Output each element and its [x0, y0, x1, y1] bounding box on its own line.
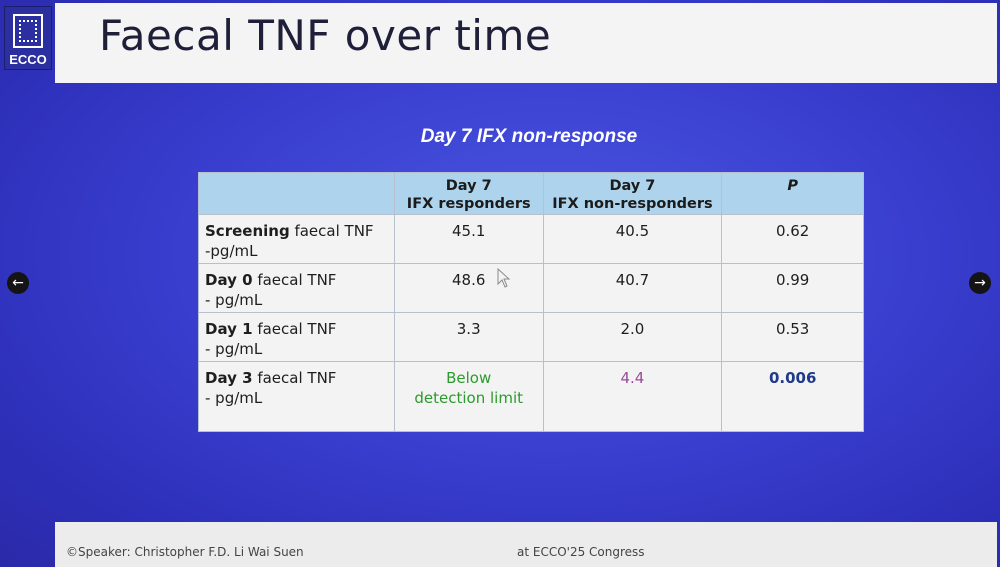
non-responders-value: 4.4 [542, 361, 723, 432]
table-subtitle: Day 7 IFX non-response [420, 126, 638, 147]
p-value: 0.53 [721, 312, 864, 362]
below-limit-line1: Below [446, 369, 492, 387]
mouse-cursor-icon [497, 268, 511, 288]
table-row: Day 0 faecal TNF - pg/mL 48.6 40.7 0.99 [198, 263, 864, 313]
row-label: Screening faecal TNF -pg/mL [198, 214, 395, 264]
row-label: Day 0 faecal TNF - pg/mL [198, 263, 395, 313]
header-p-value: P [721, 172, 864, 215]
table-row: Day 3 faecal TNF - pg/mL Below detection… [198, 361, 864, 432]
arrow-right-icon[interactable]: → [969, 272, 991, 294]
below-limit-line2: detection limit [414, 389, 523, 407]
header-empty [198, 172, 395, 215]
header-non-responders: Day 7 IFX non-responders [542, 172, 723, 215]
table-row: Day 1 faecal TNF - pg/mL 3.3 2.0 0.53 [198, 312, 864, 362]
non-responders-value: 40.7 [542, 263, 723, 313]
header-responders-line1: Day 7 [445, 178, 492, 194]
p-value-significant: 0.006 [721, 361, 864, 432]
table-header-row: Day 7 IFX responders Day 7 IFX non-respo… [198, 172, 864, 215]
responders-value: 3.3 [393, 312, 544, 362]
row-label: Day 3 faecal TNF - pg/mL [198, 361, 395, 432]
header-responders-line2: IFX responders [406, 196, 531, 212]
faecal-tnf-table: Day 7 IFX responders Day 7 IFX non-respo… [198, 172, 864, 432]
p-value: 0.99 [721, 263, 864, 313]
non-responders-value: 40.5 [542, 214, 723, 264]
responders-value-below-limit: Below detection limit [393, 361, 544, 432]
slide-title: Faecal TNF over time [99, 11, 552, 60]
congress-credit: at ECCO'25 Congress [517, 545, 645, 559]
responders-value: 48.6 [393, 263, 544, 313]
arrow-left-icon[interactable]: ← [7, 272, 29, 294]
title-bar: Faecal TNF over time [55, 3, 997, 83]
table-row: Screening faecal TNF -pg/mL 45.1 40.5 0.… [198, 214, 864, 264]
speaker-credit: ©Speaker: Christopher F.D. Li Wai Suen [66, 545, 304, 559]
p-value: 0.62 [721, 214, 864, 264]
ecco-logo: ECCO [4, 6, 52, 70]
row-label: Day 1 faecal TNF - pg/mL [198, 312, 395, 362]
non-responders-value: 2.0 [542, 312, 723, 362]
logo-emblem-icon [13, 14, 43, 48]
logo-text: ECCO [9, 52, 47, 67]
header-non-responders-line2: IFX non-responders [552, 196, 713, 212]
header-non-responders-line1: Day 7 [609, 178, 656, 194]
header-responders: Day 7 IFX responders [393, 172, 544, 215]
responders-value: 45.1 [393, 214, 544, 264]
slide-footer: ©Speaker: Christopher F.D. Li Wai Suen a… [55, 522, 997, 567]
